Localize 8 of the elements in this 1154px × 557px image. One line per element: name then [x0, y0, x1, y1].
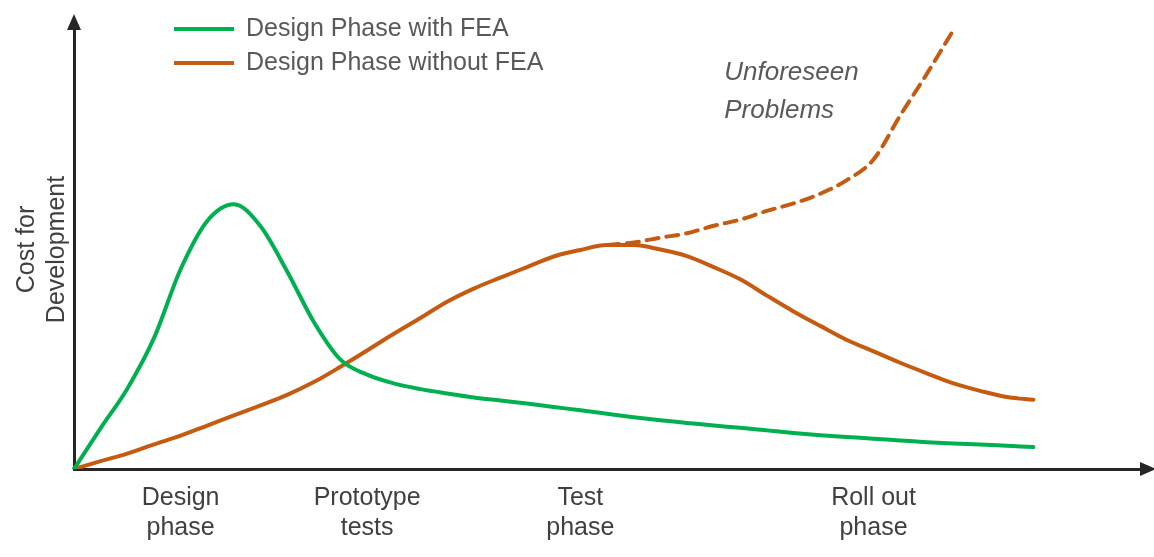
x-tick-label: Test phase	[546, 481, 615, 540]
x-tick-label: Design phase	[141, 481, 220, 540]
annotation: Unforeseen Problems	[724, 56, 859, 124]
x-tick-label: Roll out phase	[831, 481, 916, 540]
y-axis-title: Cost for Development	[10, 175, 69, 324]
legend-label: Design Phase with FEA	[246, 13, 509, 41]
legend-label: Design Phase without FEA	[246, 47, 544, 75]
x-tick-label: Prototype tests	[313, 481, 421, 540]
